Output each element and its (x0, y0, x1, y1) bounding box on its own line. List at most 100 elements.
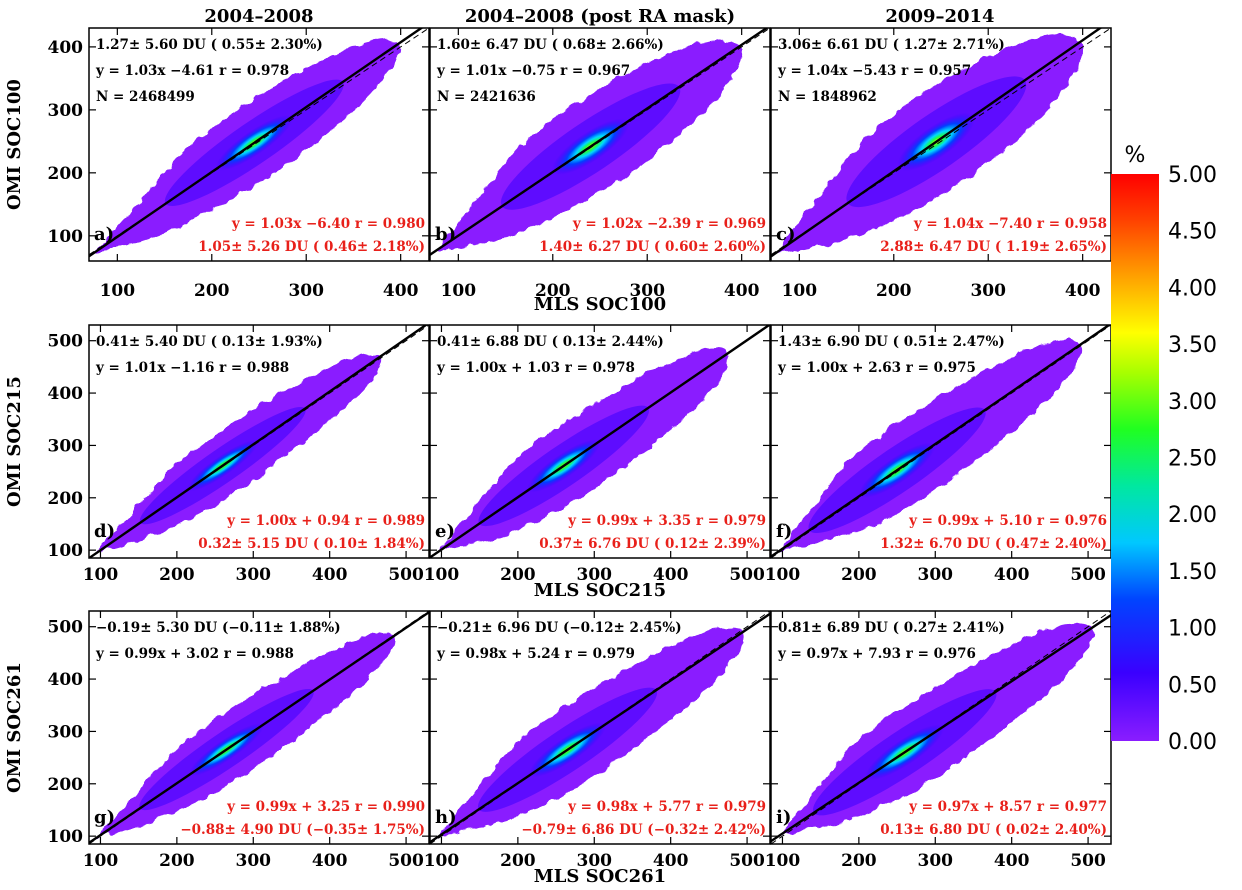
colorbar-unit: % (1125, 143, 1146, 168)
x-tick-label: 100 (765, 851, 801, 871)
colorbar-tick-label: 1.00 (1168, 617, 1217, 642)
panel-frame (88, 610, 430, 845)
panel-letter: c) (776, 224, 795, 245)
column-title-3: 2009–2014 (885, 6, 994, 27)
x-tick-label: 100 (83, 851, 119, 871)
y-tick-label: 300 (48, 722, 84, 742)
one-to-one-line (430, 611, 770, 844)
colorbar: % 0.00 0.50 1.00 1.50 2.00 2.50 3.00 3.50 4.00 4.… (1111, 143, 1217, 755)
x-tick-label: 200 (159, 565, 195, 585)
y-axis-label: OMI SOC261 (4, 662, 25, 793)
panel-b: 100 200 300 400 1.60± 6.47 DU ( 0.68± 2.66%)… (429, 27, 771, 301)
stats-text-black: −0.19± 5.30 DU (−0.11± 1.88%) (96, 620, 341, 636)
panel-frame (770, 27, 1112, 262)
stats-text-red: y = 1.00x + 0.94 r = 0.989 (226, 513, 425, 529)
y-axis-label: OMI SOC100 (4, 79, 25, 210)
fit-line (89, 611, 429, 844)
stats-text-black: y = 1.00x + 2.63 r = 0.975 (777, 360, 976, 376)
column-title-1: 2004–2008 (204, 6, 313, 27)
x-tick-label: 500 (388, 565, 424, 585)
panel-h: 100 200 300 400 500 −0.21± 6.96 DU (−0.12± 2.… (424, 610, 771, 871)
panel-frame (88, 324, 430, 559)
x-tick-label: 200 (841, 851, 877, 871)
y-tick-label: 300 (48, 101, 84, 121)
colorbar-gradient (1111, 174, 1159, 741)
stats-text-black: y = 1.04x −5.43 r = 0.957 (777, 63, 971, 79)
x-tick-label: 400 (653, 565, 689, 585)
x-tick-label: 300 (236, 565, 272, 585)
x-tick-label: 300 (970, 281, 1006, 301)
colorbar-tick-label: 4.00 (1168, 276, 1217, 301)
stats-text-red: 1.40± 6.27 DU ( 0.60± 2.60%) (539, 239, 766, 255)
stats-text-black: y = 1.00x + 1.03 r = 0.978 (436, 360, 635, 376)
x-tick-label: 400 (383, 281, 419, 301)
stats-text-black: 1.60± 6.47 DU ( 0.68± 2.66%) (437, 37, 664, 53)
x-tick-label: 300 (918, 851, 954, 871)
colorbar-tick-label: 2.50 (1168, 447, 1217, 472)
stats-text-red: 1.32± 6.70 DU ( 0.47± 2.40%) (880, 536, 1107, 552)
y-tick-label: 100 (48, 541, 84, 561)
x-tick-label: 400 (994, 851, 1030, 871)
fit-line (430, 325, 770, 558)
colorbar-tick-label: 2.00 (1168, 503, 1217, 528)
fit-line (771, 28, 1103, 258)
x-tick-label: 100 (782, 281, 818, 301)
x-axis-label: MLS SOC215 (534, 580, 666, 601)
panel-i: 100 200 300 400 500 0.81± 6.89 DU ( 0.27± 2.4… (765, 610, 1112, 871)
panel-letter: a) (94, 224, 114, 245)
x-tick-label: 100 (100, 281, 136, 301)
x-tick-label: 300 (577, 565, 613, 585)
stats-text-red: 0.37± 6.76 DU ( 0.12± 2.39%) (539, 536, 766, 552)
x-axis-label: MLS SOC100 (534, 294, 666, 315)
colorbar-tick-label: 5.00 (1168, 163, 1217, 188)
x-tick-label: 400 (1065, 281, 1101, 301)
stats-text-red: 2.88± 6.47 DU ( 1.19± 2.65%) (880, 239, 1107, 255)
column-title-2: 2004–2008 (post RA mask) (465, 6, 735, 27)
stats-text-black: y = 0.99x + 3.02 r = 0.988 (95, 646, 294, 662)
stats-text-red: y = 0.97x + 8.57 r = 0.977 (908, 799, 1107, 815)
x-tick-label: 400 (312, 565, 348, 585)
stats-text-black: 1.27± 5.60 DU ( 0.55± 2.30%) (96, 37, 323, 53)
stats-text-red: −0.79± 6.86 DU (−0.32± 2.42%) (521, 822, 766, 838)
x-tick-label: 100 (83, 565, 119, 585)
x-tick-label: 400 (312, 851, 348, 871)
x-tick-label: 400 (994, 565, 1030, 585)
panel-frame (429, 324, 771, 559)
stats-text-black: y = 0.98x + 5.24 r = 0.979 (436, 646, 635, 662)
panel-f: 100 200 300 400 500 1.43± 6.90 DU ( 0.51± 2.4… (765, 324, 1112, 585)
stats-text-red: 0.32± 5.15 DU ( 0.10± 1.84%) (198, 536, 425, 552)
colorbar-tick-label: 0.00 (1168, 730, 1217, 755)
panel-letter: e) (435, 521, 455, 542)
stats-text-black: N = 2468499 (96, 89, 195, 105)
panel-a: 100 200 300 400 100 200 300 400 MLS SOC100 OMI SO… (4, 27, 666, 315)
stats-text-red: y = 1.04x −7.40 r = 0.958 (913, 216, 1107, 232)
y-tick-label: 200 (48, 164, 84, 184)
x-tick-label: 300 (236, 851, 272, 871)
x-tick-label: 200 (194, 281, 230, 301)
one-to-one-line (771, 28, 1111, 256)
stats-text-black: 0.41± 6.88 DU ( 0.13± 2.44%) (437, 334, 664, 350)
colorbar-tick-label: 4.50 (1168, 220, 1217, 245)
fit-line (771, 325, 1111, 558)
x-tick-label: 300 (288, 281, 324, 301)
panel-frame (429, 27, 771, 262)
x-tick-label: 200 (535, 281, 571, 301)
x-tick-label: 200 (841, 565, 877, 585)
x-tick-label: 200 (500, 851, 536, 871)
fit-line (430, 612, 770, 844)
x-tick-label: 100 (424, 851, 460, 871)
stats-text-red: y = 0.99x + 5.10 r = 0.976 (908, 513, 1107, 529)
stats-text-red: 0.13± 6.80 DU ( 0.02± 2.40%) (880, 822, 1107, 838)
x-tick-label: 300 (918, 565, 954, 585)
y-tick-label: 300 (48, 436, 84, 456)
panel-e: 100 200 300 400 500 0.41± 6.88 DU ( 0.13± 2.4… (424, 324, 771, 585)
colorbar-tick-label: 3.00 (1168, 390, 1217, 415)
panel-letter: b) (435, 224, 456, 245)
one-to-one-line (89, 28, 429, 256)
fit-line (89, 28, 424, 258)
stats-text-black: 0.41± 5.40 DU ( 0.13± 1.93%) (96, 334, 323, 350)
x-tick-label: 300 (629, 281, 665, 301)
panel-letter: i) (776, 807, 791, 828)
